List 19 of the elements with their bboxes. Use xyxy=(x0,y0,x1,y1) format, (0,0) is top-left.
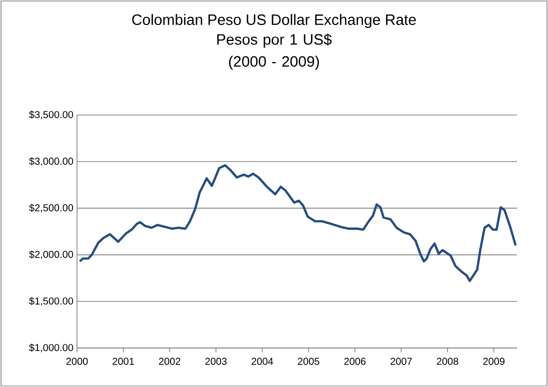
y-tick-label: $1,500.00 xyxy=(29,297,74,306)
line-series xyxy=(78,164,517,282)
x-tick-label: 2001 xyxy=(112,358,134,365)
x-tick-label: 2009 xyxy=(483,358,504,365)
x-tick-label: 2006 xyxy=(344,358,366,365)
y-tick-label: $3,000.00 xyxy=(29,157,74,166)
x-tick-label: 2008 xyxy=(436,358,458,365)
x-tick-label: 2002 xyxy=(159,358,180,365)
y-tick-label: $3,500.00 xyxy=(29,110,74,120)
x-tick-label: 2000 xyxy=(66,358,88,365)
y-tick-label: $2,500.00 xyxy=(29,204,74,213)
x-tick-label: 2007 xyxy=(390,358,412,365)
y-tick-label: $1,000.00 xyxy=(29,344,74,352)
x-tick-label: 2003 xyxy=(205,358,227,365)
chart-title: Colombian Peso US Dollar Exchange Rate xyxy=(132,14,416,28)
x-tick-label: 2004 xyxy=(252,358,274,365)
x-tick-label: 2005 xyxy=(298,358,320,365)
chart-subtitle: Pesos por 1 US$ (2000 - 2009) xyxy=(217,34,332,70)
y-tick-label: $2,000.00 xyxy=(29,250,74,260)
